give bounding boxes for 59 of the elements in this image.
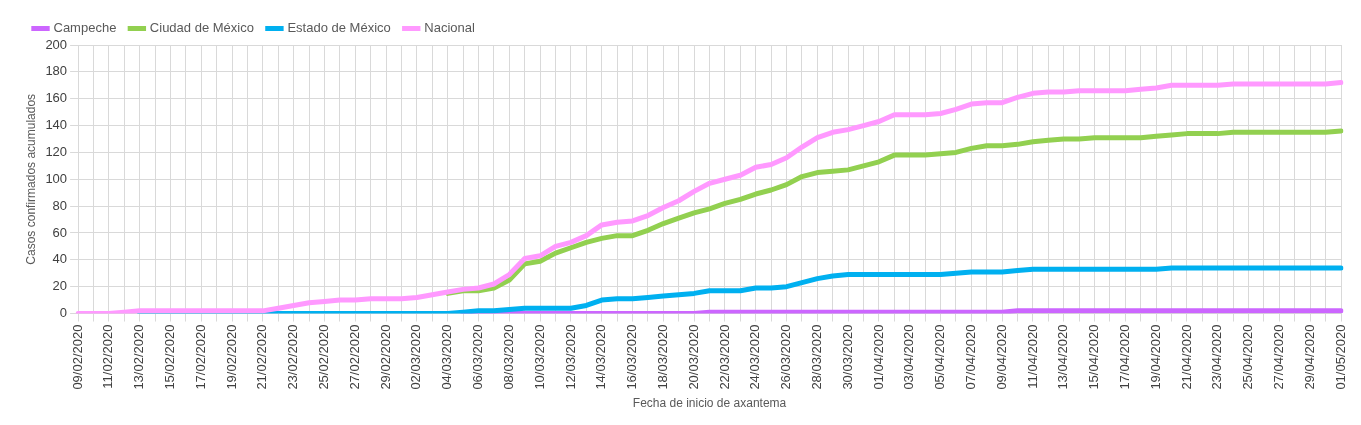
x-tick-label: 01/05/2020: [1332, 324, 1348, 390]
x-tick-label: 24/03/2020: [747, 324, 763, 390]
x-tick-label: 03/04/2020: [901, 324, 917, 390]
y-tick-label: 120: [45, 143, 68, 159]
x-tick-label: 27/02/2020: [346, 324, 362, 390]
y-tick-label: 20: [52, 278, 68, 294]
x-tick-label: 04/03/2020: [439, 324, 455, 390]
x-tick-label: 08/03/2020: [500, 324, 516, 390]
y-tick-label: 100: [45, 170, 68, 186]
x-tick-label: 21/02/2020: [254, 324, 270, 390]
x-tick-label: 27/04/2020: [1270, 324, 1286, 390]
x-tick-label: 13/04/2020: [1055, 324, 1071, 390]
y-tick-label: 160: [45, 90, 68, 106]
x-tick-label: 23/04/2020: [1209, 324, 1225, 390]
legend-label: Estado de México: [287, 20, 391, 36]
x-tick-label: 29/04/2020: [1301, 324, 1317, 390]
x-tick-label: 19/02/2020: [223, 324, 239, 390]
x-tick-label: 11/04/2020: [1024, 324, 1040, 389]
x-tick-label: 21/04/2020: [1178, 324, 1194, 390]
x-tick-label: 09/02/2020: [69, 324, 85, 390]
x-tick-label: 18/03/2020: [654, 324, 670, 390]
y-tick-label: 60: [52, 224, 68, 240]
x-tick-label: 17/04/2020: [1116, 324, 1132, 390]
x-tick-label: 05/04/2020: [932, 324, 948, 390]
x-tick-label: 07/04/2020: [962, 324, 978, 390]
x-tick-label: 06/03/2020: [470, 324, 486, 390]
legend-label: Nacional: [424, 20, 475, 36]
y-tick-label: 200: [45, 36, 68, 52]
y-tick-label: 0: [59, 305, 68, 321]
y-tick-label: 40: [52, 251, 68, 267]
legend-label: Campeche: [53, 20, 117, 36]
x-tick-label: 29/02/2020: [377, 324, 393, 390]
x-tick-label: 22/03/2020: [716, 324, 732, 390]
x-tick-label: 25/02/2020: [316, 324, 332, 390]
legend-label: Ciudad de México: [149, 20, 254, 36]
x-tick-label: 02/03/2020: [408, 324, 424, 390]
x-tick-label: 28/03/2020: [808, 324, 824, 390]
y-tick-label: 140: [45, 117, 68, 133]
x-axis-title: Fecha de inicio de axantema: [632, 396, 787, 411]
x-tick-label: 14/03/2020: [593, 324, 609, 390]
x-tick-label: 15/02/2020: [162, 324, 178, 390]
x-tick-label: 25/04/2020: [1240, 324, 1256, 390]
x-tick-label: 19/04/2020: [1147, 324, 1163, 390]
x-tick-label: 12/03/2020: [562, 324, 578, 390]
x-tick-label: 26/03/2020: [778, 324, 794, 390]
y-tick-label: 180: [45, 63, 68, 79]
x-tick-label: 01/04/2020: [870, 324, 886, 390]
y-tick-label: 80: [52, 197, 68, 213]
x-tick-label: 15/04/2020: [1086, 324, 1102, 390]
x-tick-label: 09/04/2020: [993, 324, 1009, 390]
x-tick-label: 13/02/2020: [131, 324, 147, 390]
x-tick-label: 30/03/2020: [839, 324, 855, 390]
x-tick-label: 20/03/2020: [685, 324, 701, 390]
x-tick-label: 11/02/2020: [100, 324, 116, 389]
x-tick-label: 10/03/2020: [531, 324, 547, 390]
y-axis-title: Casos confirmados acumulados: [23, 93, 38, 265]
x-tick-label: 17/02/2020: [192, 324, 208, 390]
x-tick-label: 23/02/2020: [285, 324, 301, 390]
x-tick-label: 16/03/2020: [624, 324, 640, 390]
